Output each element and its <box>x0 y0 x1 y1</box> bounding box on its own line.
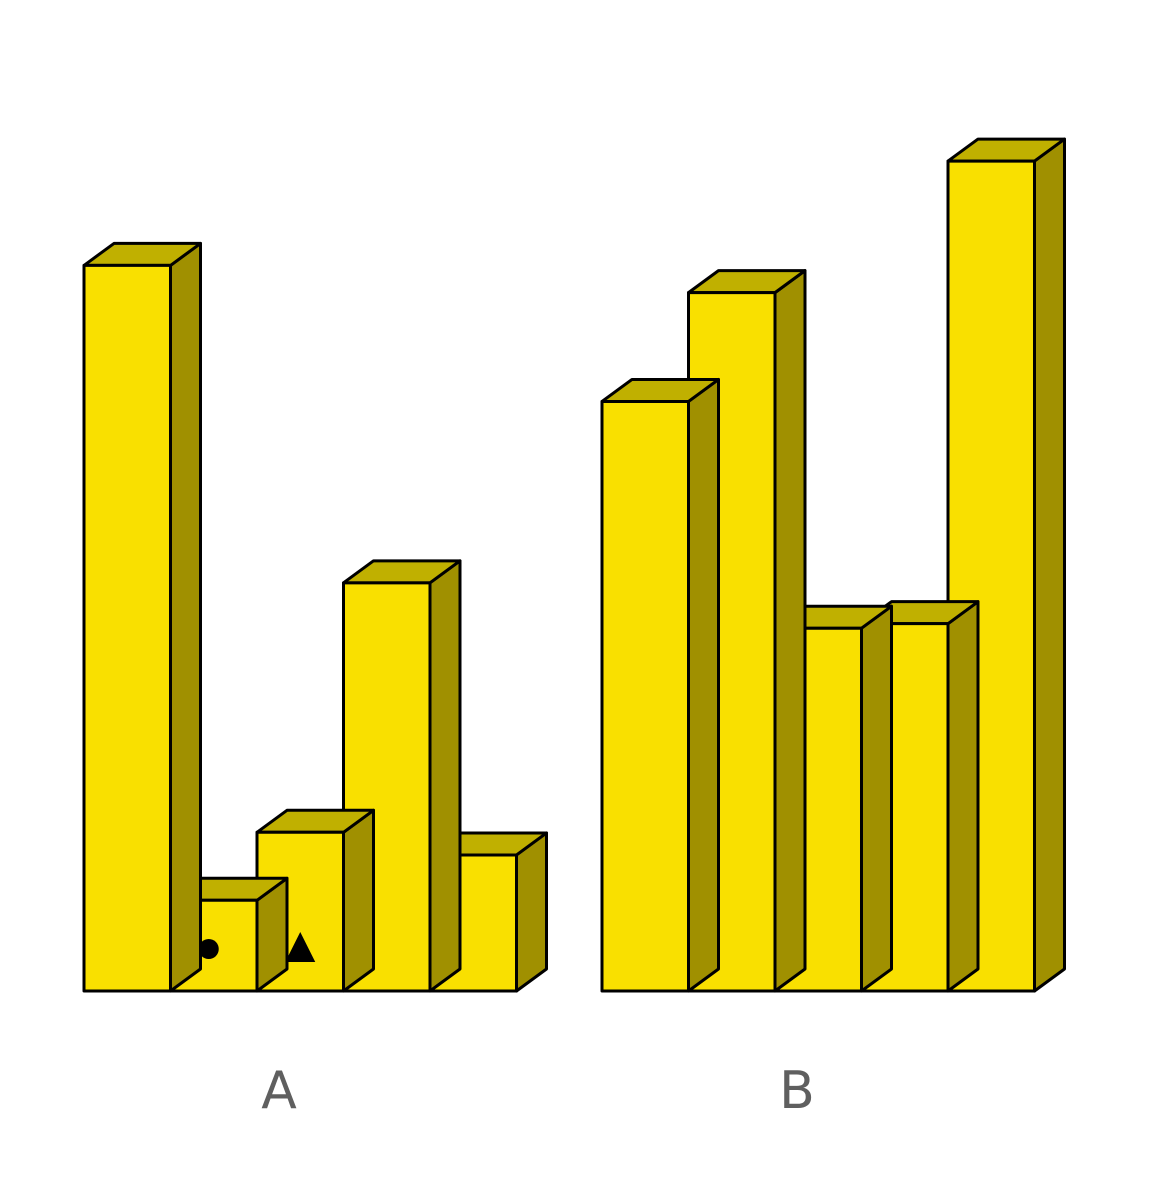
bar-side-face <box>860 604 893 993</box>
bar-side-face <box>169 241 202 993</box>
bar-front-face <box>82 263 172 993</box>
bar-side-face <box>1033 137 1066 993</box>
bar-side-face <box>773 269 807 993</box>
bar-side-face <box>515 831 548 993</box>
bar-side-face <box>342 808 375 993</box>
bar-group-b <box>600 137 1066 993</box>
bar-b-1 <box>600 377 720 993</box>
triangle-marker <box>285 932 316 962</box>
group-label-a: A <box>261 1061 297 1121</box>
bar-side-face <box>428 559 462 993</box>
bar-group-a <box>82 241 548 993</box>
bar-side-face <box>687 377 720 993</box>
bar-front-face <box>600 399 690 993</box>
bar-a-3 <box>255 808 375 993</box>
bar-side-face <box>946 600 980 993</box>
bar-a-1 <box>82 241 202 993</box>
group-label-b: B <box>779 1061 815 1121</box>
circle-marker <box>198 939 219 959</box>
